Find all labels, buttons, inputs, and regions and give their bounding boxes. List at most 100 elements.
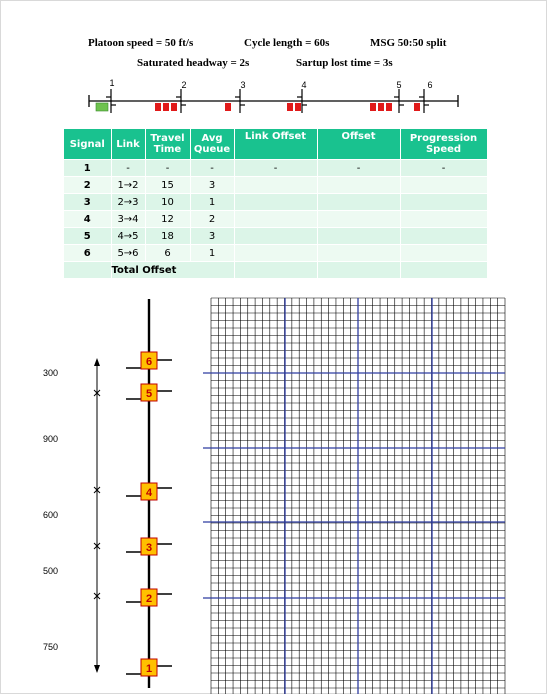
cell-offset[interactable] — [317, 244, 401, 262]
svg-text:2: 2 — [146, 593, 152, 605]
cell-total-offset[interactable] — [317, 261, 401, 278]
header-progression-speed: Progression Speed — [400, 129, 488, 160]
road-signal-label: 4 — [301, 80, 306, 90]
cell-signal: 2 — [64, 176, 112, 194]
cell-travel-time: 10 — [145, 193, 191, 211]
space-signal-3: 3 — [126, 537, 172, 556]
road-signal-6: 6 — [419, 80, 433, 113]
cell-progression-speed[interactable] — [400, 227, 488, 245]
cell-signal: 5 — [64, 227, 112, 245]
road-signal-3: 3 — [235, 80, 246, 113]
cell-avg-queue: 1 — [190, 244, 235, 262]
cell-travel-time: 6 — [145, 244, 191, 262]
table-row: 5 4→5 18 3 — [64, 227, 488, 245]
distance-label: 300 — [43, 368, 58, 378]
road-signal-label: 1 — [109, 78, 114, 88]
cell-link: 2→3 — [111, 193, 146, 211]
cell-offset[interactable] — [317, 227, 401, 245]
msg-split-label: MSG 50:50 split — [370, 37, 447, 49]
total-offset-row: Total Offset — [64, 261, 488, 278]
cell-link-offset[interactable] — [234, 210, 318, 228]
table-row: 6 5→6 6 1 — [64, 244, 488, 262]
cell-link-offset[interactable] — [234, 244, 318, 262]
distance-label: 600 — [43, 510, 58, 520]
cell-signal: 4 — [64, 210, 112, 228]
distance-label: 500 — [43, 566, 58, 576]
road-signal-2: 2 — [176, 80, 187, 113]
table-row: 2 1→2 15 3 — [64, 176, 488, 194]
road-signal-label: 3 — [240, 80, 245, 90]
cell-offset[interactable]: - — [317, 159, 401, 177]
road-signal-5: 5 — [394, 80, 404, 113]
cell-progression-speed[interactable] — [400, 193, 488, 211]
space-diagram: 300 900 600 500 750 6 5 4 3 2 1 — [43, 299, 172, 688]
startup-lost-time-label: Sartup lost time = 3s — [296, 57, 393, 69]
cell-link: 1→2 — [111, 176, 146, 194]
road-signal-1: 1 — [106, 78, 116, 113]
cell-progression-speed[interactable]: - — [400, 159, 488, 177]
distance-label: 750 — [43, 642, 58, 652]
table-row: 1 - - - - - - — [64, 159, 488, 177]
cell-offset[interactable] — [317, 176, 401, 194]
cell-avg-queue: - — [190, 159, 235, 177]
cell-travel-time: 12 — [145, 210, 191, 228]
cell-progression-speed[interactable] — [400, 210, 488, 228]
road-signal-label: 2 — [181, 80, 186, 90]
space-signal-1: 1 — [126, 658, 172, 677]
svg-text:6: 6 — [146, 356, 152, 368]
header-link: Link — [111, 129, 146, 160]
space-signal-5: 5 — [126, 383, 172, 402]
cell-travel-time: 18 — [145, 227, 191, 245]
space-signal-6: 6 — [126, 351, 172, 370]
cell-avg-queue: 3 — [190, 176, 235, 194]
signal-table: Signal Link Travel Time Avg Queue Link O… — [64, 129, 488, 278]
cell-link-offset[interactable] — [234, 227, 318, 245]
total-offset-label: Total Offset — [111, 261, 235, 278]
header-offset: Offset — [317, 129, 401, 160]
cell-signal: 3 — [64, 193, 112, 211]
road-signal-label: 5 — [396, 80, 401, 90]
saturated-headway-label: Saturated headway = 2s — [137, 57, 250, 69]
cell-total-link-offset[interactable] — [234, 261, 318, 278]
cell-link-offset[interactable] — [234, 193, 318, 211]
cell-travel-time: 15 — [145, 176, 191, 194]
cell-travel-time: - — [145, 159, 191, 177]
cell-progression-speed[interactable] — [400, 176, 488, 194]
cell-signal: 6 — [64, 244, 112, 262]
cell-link-offset[interactable]: - — [234, 159, 318, 177]
platoon-speed-label: Platoon speed = 50 ft/s — [88, 37, 194, 49]
cell-link: 4→5 — [111, 227, 146, 245]
cell-avg-queue: 3 — [190, 227, 235, 245]
cell-link: - — [111, 159, 146, 177]
cell-link: 3→4 — [111, 210, 146, 228]
green-vehicle — [95, 102, 109, 112]
dimension-ticks — [93, 389, 101, 600]
road-signal-label: 6 — [427, 80, 432, 90]
cell-link: 5→6 — [111, 244, 146, 262]
table-row: 3 2→3 10 1 — [64, 193, 488, 211]
space-signal-2: 2 — [126, 588, 172, 607]
distance-label: 900 — [43, 434, 58, 444]
table-row: 4 3→4 12 2 — [64, 210, 488, 228]
cell-avg-queue: 2 — [190, 210, 235, 228]
cell-offset[interactable] — [317, 193, 401, 211]
cell-signal: 1 — [64, 159, 112, 177]
cell-progression-speed[interactable] — [400, 244, 488, 262]
cell-total-progression-speed[interactable] — [400, 261, 488, 278]
header-link-offset: Link Offset — [234, 129, 318, 160]
svg-text:5: 5 — [146, 388, 152, 400]
cell-avg-queue: 1 — [190, 193, 235, 211]
svg-text:4: 4 — [146, 487, 153, 499]
road-diagram: 1 2 3 4 5 6 — [88, 78, 459, 113]
cell-offset[interactable] — [317, 210, 401, 228]
header-avg-queue: Avg Queue — [190, 129, 235, 160]
cell-link-offset[interactable] — [234, 176, 318, 194]
dimension-arrow-bottom — [94, 665, 100, 673]
cycle-length-label: Cycle length = 60s — [244, 37, 330, 49]
dimension-arrow-top — [94, 358, 100, 366]
space-signal-4: 4 — [126, 482, 172, 501]
red-vehicles — [155, 103, 420, 111]
road-signal-4: 4 — [297, 80, 307, 113]
header-travel-time: Travel Time — [145, 129, 191, 160]
svg-text:3: 3 — [146, 542, 152, 554]
